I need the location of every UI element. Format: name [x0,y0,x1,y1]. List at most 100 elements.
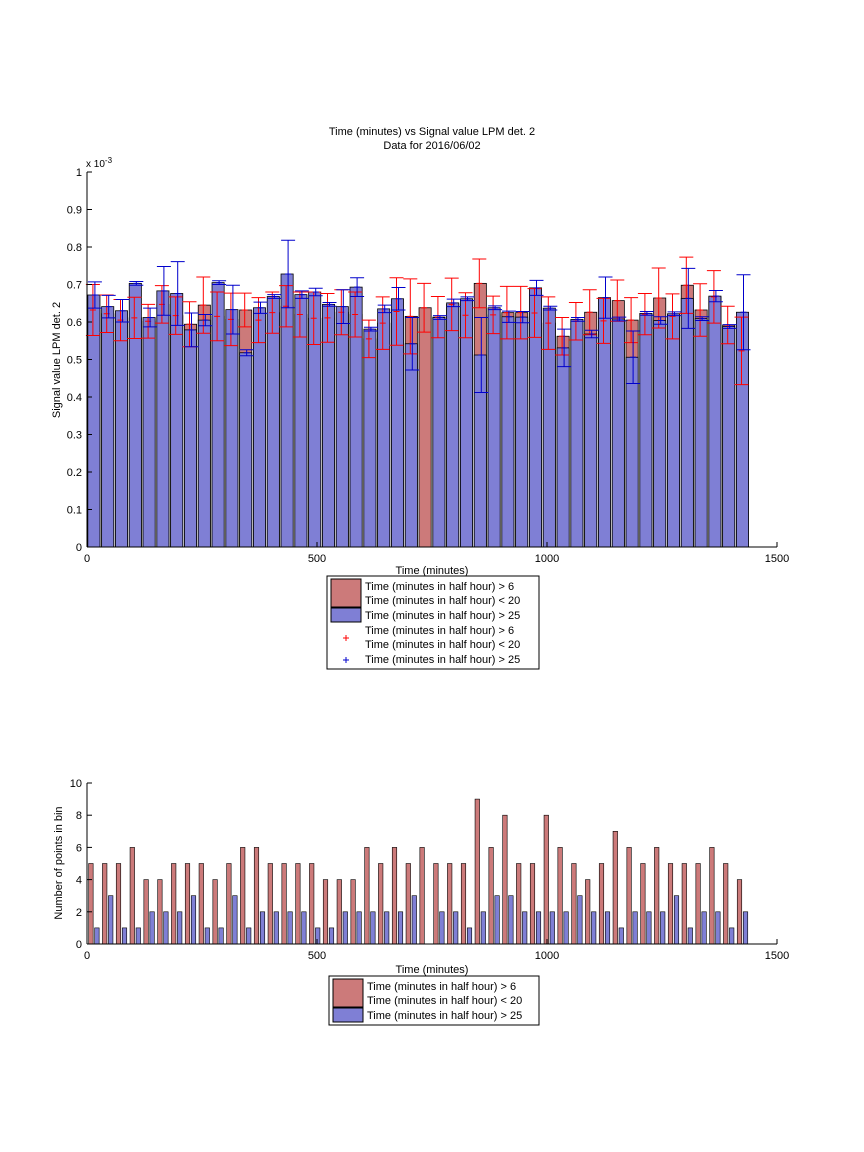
errorbar-low-range [417,282,432,333]
signal-x-tick-label: 1500 [765,553,789,565]
bar-high-range [694,318,708,548]
errorbar-high-range [129,281,144,286]
signal-y-multiplier-exponent: -3 [105,156,113,165]
bar-high-range [294,294,308,548]
errorbar-high-range [322,302,337,307]
errorbar-high-range [584,329,599,339]
count-bar-high-range [646,911,652,945]
count-bar-low-range [585,879,591,945]
count-bar-high-range [273,911,279,945]
count-y-tick-label: 4 [76,875,82,887]
errorbar-high-range [501,310,516,323]
count-bar-low-range [474,798,480,945]
count-bar-high-range [163,911,169,945]
signal-x-label: Time (minutes) [396,565,469,577]
count-bar-high-range [701,911,707,945]
count-bar-low-range [212,879,218,945]
signal-chart-subtitle: Data for 2016/06/02 [383,140,480,152]
errorbar-high-range [267,294,282,299]
bar-high-range [515,316,529,548]
signal-legend-label: Time (minutes in half hour) > 6 [365,625,514,637]
errorbar-low-range [486,295,501,335]
count-y-tick-label: 0 [76,939,82,951]
signal-legend: Time (minutes in half hour) > 6 Time (min… [326,575,540,670]
count-bar-high-range [259,911,266,945]
count-bar-high-range [563,911,569,945]
bar-high-range [708,295,722,548]
bar-high-range [142,317,156,548]
count-bar-low-range [460,863,467,945]
errorbar-low-range [637,293,652,336]
bar-high-range [170,293,184,548]
signal-x-tick-label: 500 [308,553,326,565]
count-bar-high-range [591,911,597,945]
signal-y-tick-label: 0.2 [67,467,82,479]
bar-high-range [501,316,515,548]
count-legend-swatch [332,1007,364,1023]
errorbar-high-range [198,314,213,327]
count-legend-label: Time (minutes in half hour) > 25 [367,1010,522,1022]
errorbar-low-range [127,296,142,339]
bar-high-range [184,329,197,548]
errorbar-high-range [529,279,544,296]
errorbar-high-range [115,299,130,323]
bar-high-range [349,286,363,548]
count-bar-low-range [88,863,94,945]
count-bar-low-range [488,847,494,945]
count-bar-high-range [453,911,459,945]
bar-high-range [473,354,487,548]
count-bar-high-range [729,927,735,945]
count-bar-low-range [184,863,191,945]
count-bar-low-range [198,863,204,945]
errorbar-high-range [308,287,323,297]
errorbar-low-range [389,277,404,346]
count-bar-high-range [301,911,307,945]
signal-y-tick-label: 0 [76,542,82,554]
errorbar-low-range [265,291,280,334]
signal-chart-title: Time (minutes) vs Signal value LPM det. … [329,126,535,138]
errorbar-high-range [239,349,254,357]
errorbar-low-range [403,278,418,355]
errorbar-high-range [488,305,503,311]
bar-low-range [418,307,432,548]
bar-high-range [308,291,322,548]
errorbar-low-range [348,291,363,338]
bar-high-range [266,296,280,548]
errorbar-high-range [87,281,102,309]
count-bar-high-range [673,895,680,945]
errorbar-high-range [253,301,268,314]
bar-high-range [391,298,404,548]
count-legend: Time (minutes in half hour) > 6 Time (min… [328,975,540,1026]
count-y-tick-label: 8 [76,810,82,822]
errorbar-low-range [168,296,183,335]
errorbar-low-range [651,267,666,329]
count-bars [88,798,749,945]
count-bar-low-range [240,847,246,945]
count-legend-label: Time (minutes in half hour) > 6 [367,981,516,993]
signal-legend-swatch [330,607,362,623]
errorbar-high-range [653,316,668,325]
count-bar-low-range [695,863,701,945]
bar-high-range [680,297,694,548]
count-bar-high-range [328,927,335,945]
count-bar-low-range [529,863,536,945]
count-bar-high-range [618,927,624,945]
errorbar-high-range [460,296,475,302]
count-bar-low-range [433,863,439,945]
bar-high-range [377,308,391,548]
errorbar-high-range [405,317,420,371]
errorbar-high-range [667,311,682,317]
errorbar-high-range [681,267,696,329]
count-bar-low-range [336,879,342,945]
errorbar-low-range [499,285,514,340]
count-bar-low-range [226,863,232,945]
count-bar-high-range [370,911,376,945]
signal-legend-label: Time (minutes in half hour) < 20 [365,639,520,651]
count-bar-low-range [626,847,632,945]
errorbar-low-range [472,258,487,309]
errorbar-high-range [391,287,406,311]
count-bar-high-range [715,911,721,945]
count-y-tick-label: 10 [70,778,82,790]
count-y-label: Number of points in bin [53,806,65,919]
